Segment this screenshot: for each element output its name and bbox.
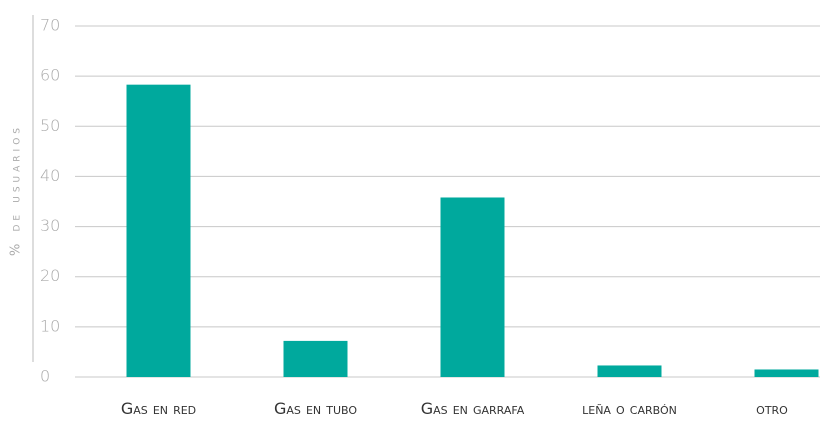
y-tick-label: 70 <box>40 16 60 35</box>
y-tick-label: 50 <box>40 116 60 135</box>
x-tick-label: leña o carbón <box>582 399 677 418</box>
bar <box>754 369 819 377</box>
y-axis-label: % de usuarios <box>9 124 24 256</box>
y-tick-label: 40 <box>40 166 60 185</box>
x-tick-label: otro <box>756 399 788 418</box>
x-tick-label: Gas en tubo <box>273 399 358 418</box>
y-tick-label: 0 <box>40 367 50 386</box>
x-tick-label: Gas en red <box>120 399 197 418</box>
x-tick-label: Gas en garrafa <box>420 399 525 418</box>
bar <box>597 365 662 377</box>
bar <box>283 340 348 377</box>
y-tick-label: 20 <box>40 266 60 285</box>
bar <box>126 84 191 377</box>
y-tick-label: 30 <box>40 216 60 235</box>
bar <box>440 197 505 377</box>
y-tick-label: 10 <box>40 316 60 335</box>
y-tick-label: 60 <box>40 66 60 85</box>
